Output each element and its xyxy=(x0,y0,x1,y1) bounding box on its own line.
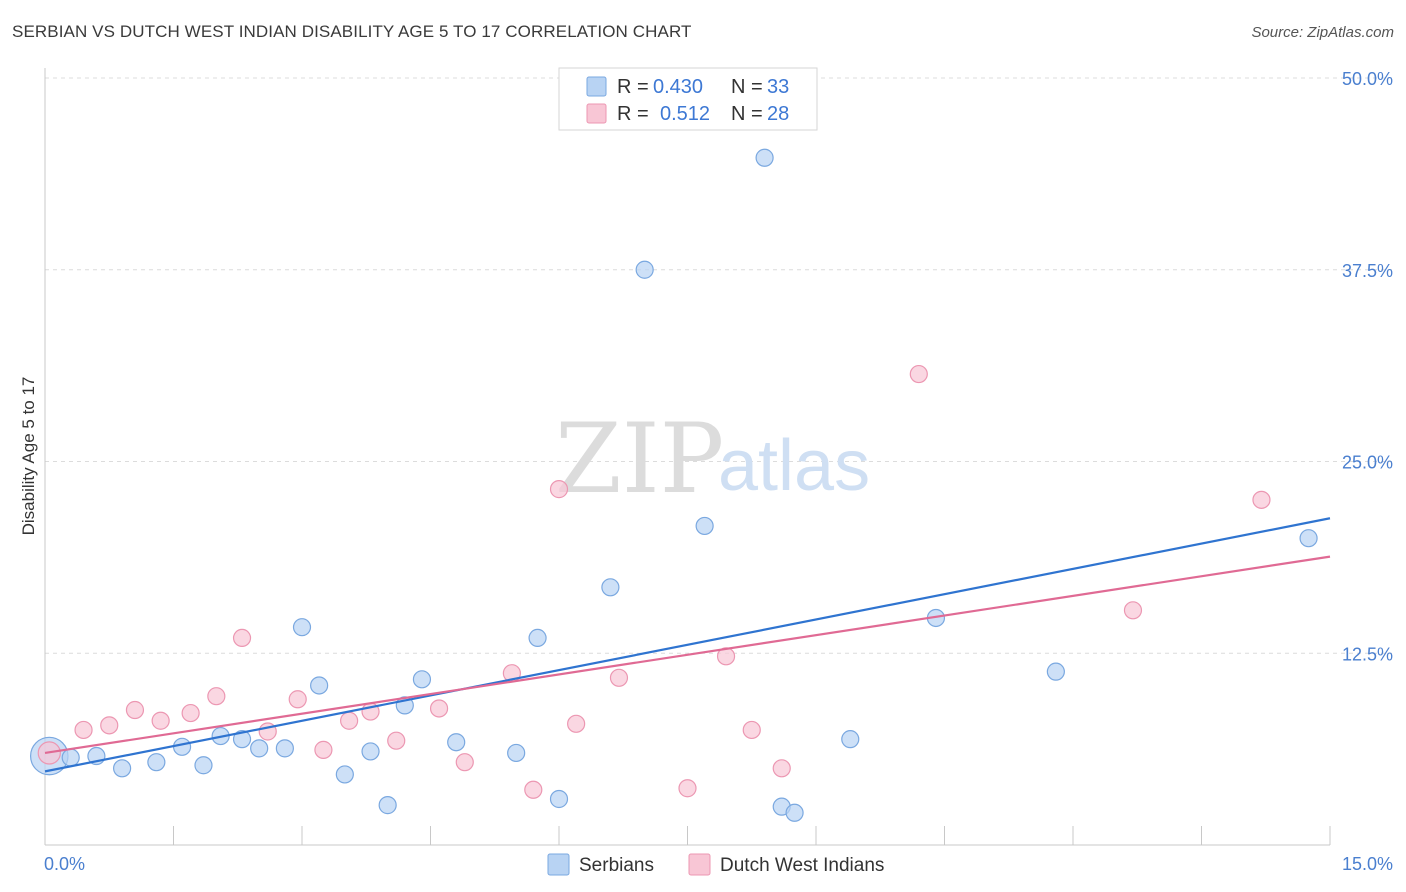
point-serbians xyxy=(507,743,526,763)
point-serbians xyxy=(275,739,294,758)
bottom-legend-label-serbians: Serbians xyxy=(579,855,654,876)
point-dutch-west-indians xyxy=(288,690,307,709)
legend-n-value: 33 xyxy=(767,76,789,98)
point-serbians xyxy=(232,730,252,749)
x-tick-label-max: 15.0% xyxy=(1342,854,1393,874)
point-serbians xyxy=(194,756,213,775)
point-dutch-west-indians xyxy=(1123,601,1143,620)
point-dutch-west-indians xyxy=(1252,490,1271,509)
point-serbians xyxy=(147,753,166,772)
point-dutch-west-indians xyxy=(74,720,93,740)
legend-swatch-dutch-west-indians xyxy=(586,103,607,124)
point-serbians xyxy=(112,759,132,778)
point-serbians xyxy=(172,737,192,756)
point-serbians xyxy=(292,618,312,637)
point-dutch-west-indians xyxy=(772,759,791,778)
point-dutch-west-indians xyxy=(151,711,170,730)
point-serbians xyxy=(695,516,714,536)
grid-lines xyxy=(45,77,1392,654)
bottom-legend-label-dutch-west-indians: Dutch West Indians xyxy=(720,855,884,876)
point-dutch-west-indians xyxy=(387,731,406,750)
point-serbians xyxy=(528,628,547,648)
legend-r-value: 0.512 xyxy=(660,103,710,125)
legend-n-value: 28 xyxy=(767,103,789,125)
point-dutch-west-indians xyxy=(181,703,200,723)
watermark-zip: ZIP xyxy=(555,403,724,515)
point-dutch-west-indians xyxy=(524,780,543,799)
point-dutch-west-indians xyxy=(207,687,226,706)
legend-box: R = 0.430 N = 33 R = 0.512 N = 28 xyxy=(558,67,818,131)
point-dutch-west-indians xyxy=(340,711,359,730)
point-dutch-west-indians xyxy=(125,700,145,720)
point-dutch-west-indians xyxy=(742,720,761,740)
point-dutch-west-indians xyxy=(567,714,586,733)
point-dutch-west-indians xyxy=(314,740,333,759)
point-dutch-west-indians xyxy=(678,779,697,798)
legend-r-value: 0.430 xyxy=(653,76,703,98)
legend-n-label: N = xyxy=(731,103,763,125)
point-serbians xyxy=(601,578,620,597)
point-dutch-west-indians xyxy=(429,699,449,718)
point-serbians xyxy=(378,796,397,815)
y-axis-label: Disability Age 5 to 17 xyxy=(19,377,38,536)
point-serbians xyxy=(841,730,860,749)
point-serbians xyxy=(335,765,354,784)
chart-title: SERBIAN VS DUTCH WEST INDIAN DISABILITY … xyxy=(12,22,692,41)
y-tick-label: 50.0% xyxy=(1342,69,1393,89)
point-serbians xyxy=(635,260,654,279)
bottom-legend-swatch-serbians xyxy=(547,853,570,876)
bottom-legend-swatch-dutch-west-indians xyxy=(688,853,711,876)
point-serbians xyxy=(310,676,329,695)
watermark-atlas: atlas xyxy=(718,426,870,506)
y-tick-label: 37.5% xyxy=(1342,261,1393,281)
point-serbians xyxy=(1046,662,1065,681)
point-serbians xyxy=(549,789,569,809)
x-tick-label-min: 0.0% xyxy=(44,854,85,874)
legend-r-label: R = xyxy=(617,76,649,98)
point-dutch-west-indians xyxy=(232,628,252,648)
point-dutch-west-indians xyxy=(549,480,569,499)
point-serbians xyxy=(412,670,432,689)
point-serbians xyxy=(61,748,80,767)
point-dutch-west-indians xyxy=(100,716,119,735)
point-serbians xyxy=(1299,529,1318,548)
legend-swatch-serbians xyxy=(586,76,607,97)
point-serbians xyxy=(755,148,774,167)
trend-line-serbians xyxy=(44,517,1331,773)
trend-line-dutch-west-indians xyxy=(44,555,1331,755)
bottom-legend: Serbians Dutch West Indians xyxy=(547,853,884,876)
point-dutch-west-indians xyxy=(909,364,928,384)
tick-labels: 12.5% 25.0% 37.5% 50.0% 0.0% 15.0% xyxy=(44,69,1393,874)
watermark: ZIP atlas xyxy=(555,403,870,515)
point-dutch-west-indians xyxy=(455,753,474,772)
point-dutch-west-indians xyxy=(609,668,629,687)
point-serbians xyxy=(250,739,269,758)
legend-r-label: R = xyxy=(617,103,649,125)
source-credit: Source: ZipAtlas.com xyxy=(1251,24,1394,41)
y-tick-label: 25.0% xyxy=(1342,453,1393,473)
point-serbians xyxy=(361,742,380,761)
point-serbians xyxy=(447,733,466,752)
point-serbians xyxy=(785,803,804,822)
trend-lines xyxy=(44,517,1331,773)
y-tick-label: 12.5% xyxy=(1342,644,1393,664)
legend-n-label: N = xyxy=(731,76,763,98)
